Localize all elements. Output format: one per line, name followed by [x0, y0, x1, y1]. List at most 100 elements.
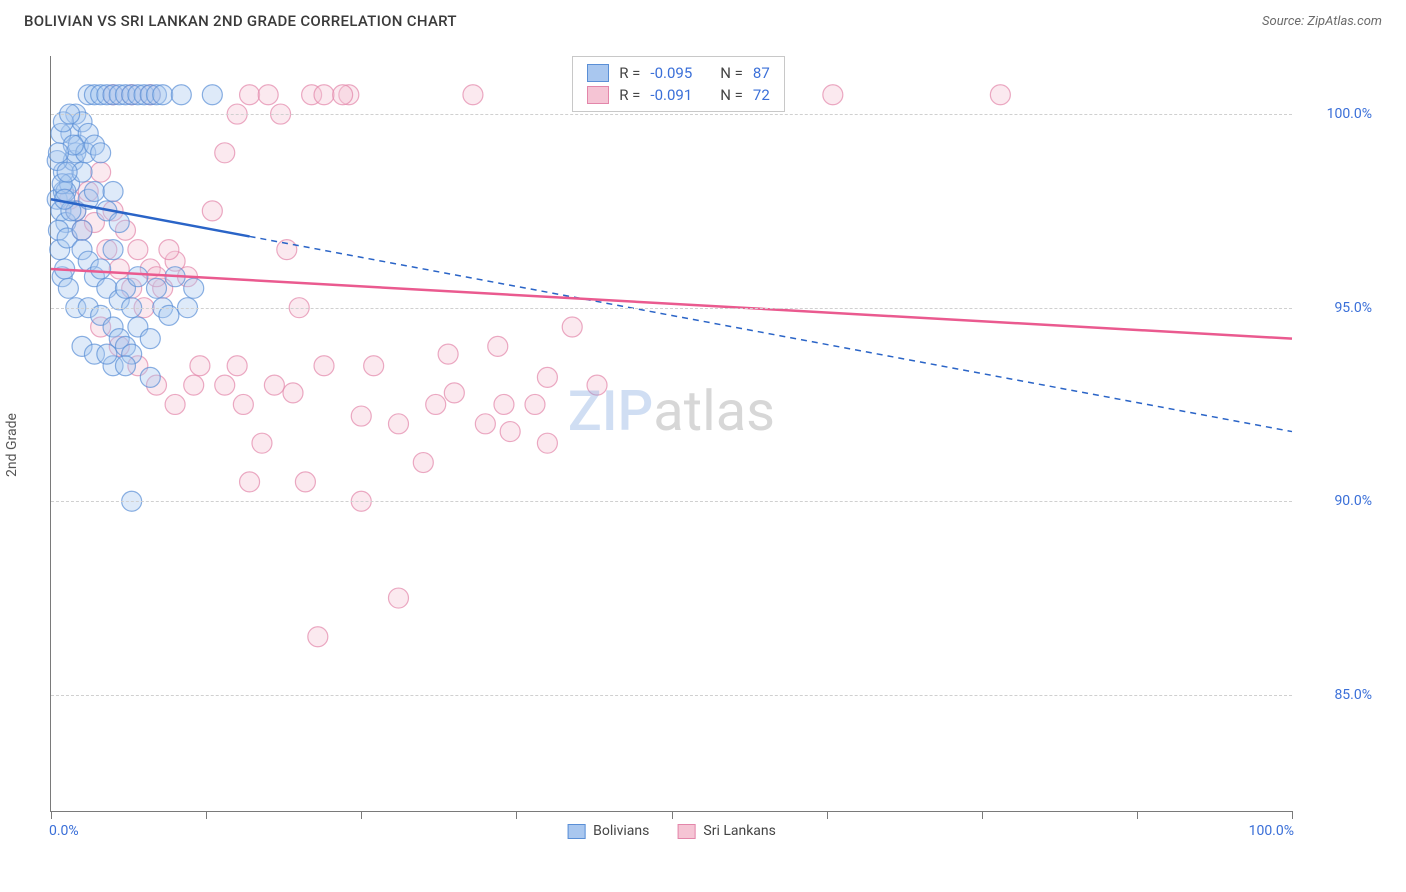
data-point [153, 85, 173, 105]
data-point [444, 383, 464, 403]
data-point [283, 383, 303, 403]
chart-title: BOLIVIAN VS SRI LANKAN 2ND GRADE CORRELA… [24, 12, 457, 30]
data-point [184, 375, 204, 395]
y-axis-label: 2nd Grade [4, 413, 20, 477]
data-point [140, 367, 160, 387]
data-point [184, 278, 204, 298]
r-value: -0.091 [650, 86, 692, 104]
y-tick-label: 100.0% [1327, 106, 1372, 122]
legend-item: Bolivians [567, 823, 649, 839]
data-point [351, 406, 371, 426]
chart-container: 2nd Grade ZIPatlas R =-0.095N =87R =-0.0… [50, 48, 1382, 842]
x-tick [827, 811, 828, 819]
data-point [190, 356, 210, 376]
legend-swatch [587, 86, 609, 104]
n-label: N = [720, 64, 743, 82]
chart-header: BOLIVIAN VS SRI LANKAN 2ND GRADE CORRELA… [0, 0, 1406, 38]
data-point [823, 85, 843, 105]
r-label: R = [619, 64, 640, 82]
series-legend: Bolivians Sri Lankans [567, 823, 776, 839]
x-tick [516, 811, 517, 819]
data-point [91, 259, 111, 279]
correlation-legend: R =-0.095N =87R =-0.091N =72 [572, 56, 785, 112]
data-point [202, 201, 222, 221]
data-point [48, 143, 68, 163]
data-point [314, 85, 334, 105]
correlation-legend-row: R = -0.095 N = 87 [587, 62, 770, 84]
data-point [97, 344, 117, 364]
trend-line-extrapolated [250, 236, 1292, 431]
data-point [314, 356, 334, 376]
data-point [438, 344, 458, 364]
data-point [277, 240, 297, 260]
data-point [109, 259, 129, 279]
n-label: N = [720, 86, 743, 104]
data-point [233, 394, 253, 414]
chart-source: Source: ZipAtlas.com [1262, 14, 1382, 29]
data-point [240, 472, 260, 492]
data-point [426, 394, 446, 414]
data-point [84, 182, 104, 202]
data-point [103, 240, 123, 260]
data-point [388, 414, 408, 434]
y-tick-label: 90.0% [1334, 493, 1372, 509]
legend-swatch [587, 64, 609, 82]
data-point [488, 336, 508, 356]
data-point [295, 472, 315, 492]
data-point [537, 367, 557, 387]
data-point [72, 220, 92, 240]
data-point [308, 627, 328, 647]
legend-swatch [677, 824, 695, 839]
x-tick [361, 811, 362, 819]
data-point [413, 453, 433, 473]
plot-svg [51, 56, 1292, 811]
data-point [202, 85, 222, 105]
data-point [128, 267, 148, 287]
y-tick-label: 95.0% [1334, 300, 1372, 316]
data-point [215, 375, 235, 395]
gridline-h [51, 501, 1292, 502]
data-point [240, 85, 260, 105]
data-point [388, 588, 408, 608]
data-point [990, 85, 1010, 105]
trend-line [51, 269, 1292, 339]
data-point [587, 375, 607, 395]
data-point [562, 317, 582, 337]
gridline-h [51, 114, 1292, 115]
data-point [91, 143, 111, 163]
data-point [258, 85, 278, 105]
x-tick [206, 811, 207, 819]
data-point [58, 278, 78, 298]
data-point [364, 356, 384, 376]
n-value: 87 [753, 64, 770, 82]
data-point [165, 394, 185, 414]
data-point [115, 356, 135, 376]
x-tick [982, 811, 983, 819]
x-tick [51, 811, 52, 819]
data-point [333, 85, 353, 105]
data-point [140, 329, 160, 349]
data-point [463, 85, 483, 105]
r-value: -0.095 [650, 64, 692, 82]
legend-swatch [567, 824, 585, 839]
r-label: R = [619, 86, 640, 104]
data-point [475, 414, 495, 434]
data-point [264, 375, 284, 395]
data-point [525, 394, 545, 414]
x-tick [1292, 811, 1293, 819]
x-tick [672, 811, 673, 819]
gridline-h [51, 308, 1292, 309]
legend-label: Bolivians [593, 823, 649, 839]
x-axis-max-label: 100.0% [1249, 823, 1294, 839]
data-point [128, 240, 148, 260]
plot-area: ZIPatlas R =-0.095N =87R =-0.091N =72 0.… [50, 56, 1292, 812]
y-tick-label: 85.0% [1334, 687, 1372, 703]
legend-label: Sri Lankans [703, 823, 776, 839]
correlation-legend-row: R =-0.091N =72 [587, 84, 770, 106]
data-point [252, 433, 272, 453]
data-point [91, 162, 111, 182]
data-point [109, 212, 129, 232]
data-point [171, 85, 191, 105]
data-point [494, 394, 514, 414]
data-point [103, 182, 123, 202]
